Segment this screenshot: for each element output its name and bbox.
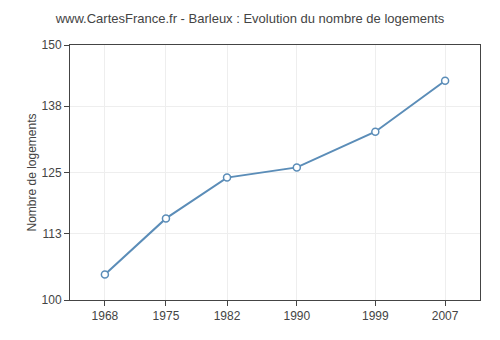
svg-text:www.CartesFrance.fr - Barleux: www.CartesFrance.fr - Barleux : Evolutio…: [55, 11, 445, 26]
svg-text:2007: 2007: [432, 309, 459, 323]
svg-text:1975: 1975: [153, 309, 180, 323]
svg-text:113: 113: [42, 227, 61, 241]
svg-text:150: 150: [42, 38, 62, 52]
svg-text:1990: 1990: [283, 309, 310, 323]
svg-text:1982: 1982: [214, 309, 241, 323]
svg-text:Nombre de logements: Nombre de logements: [25, 113, 39, 231]
svg-text:1999: 1999: [362, 309, 389, 323]
svg-text:125: 125: [42, 166, 62, 180]
svg-text:138: 138: [42, 99, 62, 113]
svg-text:100: 100: [42, 293, 62, 307]
svg-text:1968: 1968: [92, 309, 119, 323]
